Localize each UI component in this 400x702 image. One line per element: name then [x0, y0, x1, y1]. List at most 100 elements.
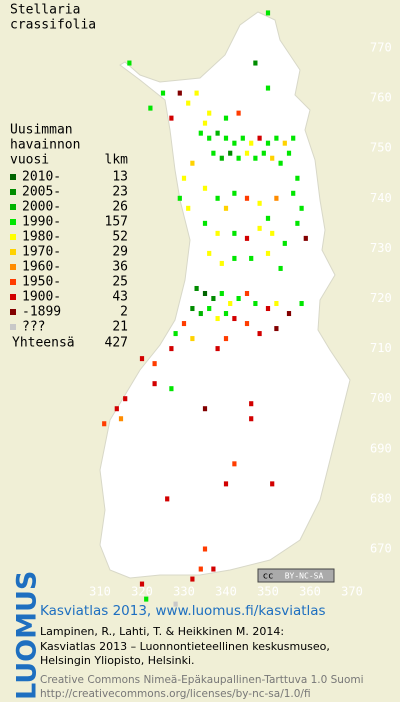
- legend-header: Uusimman: [10, 123, 73, 138]
- brand: LUOMUS: [12, 571, 43, 700]
- occurrence: [152, 361, 157, 367]
- occurrence: [215, 130, 220, 136]
- cc-badge-text: cc: [263, 572, 274, 582]
- occurrence: [211, 295, 216, 302]
- x-tick-label: 330: [173, 585, 195, 599]
- occurrence: [223, 135, 229, 141]
- occurrence: [144, 596, 149, 602]
- occurrence: [286, 150, 292, 156]
- occurrence: [198, 130, 203, 136]
- x-tick-label: 320: [131, 585, 153, 599]
- legend-swatch: [10, 294, 16, 300]
- legend-header: lkm: [105, 153, 129, 168]
- x-tick-label: 340: [215, 585, 237, 599]
- legend-label: 2010-: [22, 170, 61, 185]
- occurrence: [194, 90, 199, 96]
- occurrence: [295, 220, 300, 226]
- occurrence: [232, 255, 237, 261]
- legend-swatch: [10, 249, 16, 255]
- y-tick-label: 680: [370, 491, 392, 505]
- occurrence: [202, 220, 208, 226]
- legend-swatch: [10, 219, 16, 225]
- cc-badge-text: BY-NC-SA: [285, 572, 324, 581]
- license: Creative Commons Nimeä-Epäkaupallinen-Ta…: [40, 674, 364, 686]
- legend-count: 43: [112, 290, 128, 305]
- occurrence: [244, 321, 250, 327]
- occurrence: [127, 60, 132, 66]
- legend-swatch: [10, 324, 16, 330]
- occurrence: [160, 90, 166, 96]
- legend-swatch: [10, 264, 16, 270]
- occurrence: [232, 461, 237, 467]
- occurrence: [265, 306, 271, 312]
- occurrence: [215, 346, 220, 352]
- occurrence: [223, 205, 229, 211]
- legend-count: 36: [112, 260, 128, 275]
- occurrence: [303, 235, 308, 241]
- legend-count: 52: [112, 230, 128, 245]
- occurrence: [257, 225, 262, 231]
- occurrence: [282, 140, 287, 146]
- occurrence: [257, 200, 262, 206]
- x-tick-label: 350: [257, 585, 279, 599]
- occurrence: [253, 301, 258, 307]
- occurrence: [169, 386, 174, 392]
- occurrence: [291, 190, 296, 196]
- occurrence: [223, 115, 229, 121]
- occurrence: [223, 336, 229, 342]
- x-tick-label: 370: [341, 585, 363, 599]
- occurrence: [177, 90, 182, 96]
- occurrence: [236, 295, 241, 302]
- occurrence: [173, 601, 178, 607]
- occurrence: [181, 321, 187, 327]
- occurrence: [232, 190, 237, 196]
- occurrence: [244, 235, 250, 241]
- citation: Kasviatlas 2013 – Luonnontieteellinen ke…: [40, 640, 330, 653]
- legend-label: 2000-: [22, 200, 61, 215]
- occurrence: [278, 265, 283, 271]
- occurrence: [173, 331, 178, 337]
- legend-swatch: [10, 279, 16, 285]
- occurrence: [202, 120, 208, 126]
- legend-count: 25: [112, 275, 128, 290]
- occurrence: [181, 175, 187, 181]
- occurrence: [190, 336, 195, 342]
- legend-count: 29: [112, 245, 128, 260]
- occurrence: [265, 85, 271, 91]
- occurrence: [190, 160, 195, 166]
- legend-label: 2005-: [22, 185, 61, 200]
- occurrence: [278, 160, 283, 166]
- occurrence: [198, 311, 203, 317]
- occurrence: [207, 135, 212, 141]
- legend-label: -1899: [22, 305, 61, 320]
- occurrence: [270, 230, 275, 236]
- legend-swatch: [10, 174, 16, 180]
- occurrence: [236, 110, 241, 116]
- occurrence: [286, 311, 292, 317]
- legend-swatch: [10, 189, 16, 195]
- cc-badge: [257, 568, 335, 583]
- legend-swatch: [10, 309, 16, 315]
- occurrence: [215, 195, 220, 201]
- occurrence: [215, 316, 220, 322]
- occurrence: [228, 301, 233, 307]
- occurrence: [257, 135, 262, 141]
- y-tick-label: 770: [370, 41, 392, 55]
- occurrence: [202, 406, 208, 412]
- occurrence: [274, 195, 279, 201]
- y-tick-label: 690: [370, 441, 392, 455]
- occurrence: [148, 105, 153, 111]
- occurrence: [194, 285, 199, 291]
- x-tick-label: 310: [89, 585, 111, 599]
- occurrence: [139, 581, 145, 587]
- occurrence: [249, 401, 254, 407]
- citation: Helsingin Yliopisto, Helsinki.: [40, 654, 195, 667]
- legend-count: 2: [120, 305, 128, 320]
- occurrence: [211, 150, 216, 156]
- occurrence: [139, 356, 145, 362]
- legend-count: 23: [112, 185, 128, 200]
- occurrence: [249, 255, 254, 261]
- occurrence: [299, 301, 304, 307]
- occurrence: [186, 205, 191, 211]
- occurrence: [249, 416, 254, 422]
